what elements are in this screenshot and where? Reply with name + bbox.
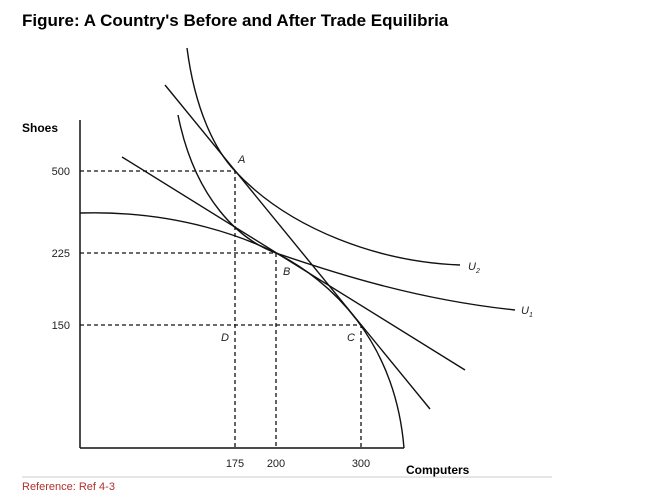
point-label: A — [237, 154, 245, 166]
curve-label-main: U — [468, 261, 476, 273]
price-line — [164, 84, 431, 410]
price-line — [121, 156, 466, 371]
point-label: D — [221, 332, 229, 344]
y-tick-label: 225 — [52, 248, 70, 260]
indifference-curve — [177, 114, 516, 311]
point-label: B — [283, 266, 290, 278]
curve-label: U2 — [468, 261, 480, 275]
curve-label: U1 — [521, 305, 533, 319]
guide-line — [80, 252, 277, 448]
x-tick-label: 200 — [267, 458, 285, 470]
indifference-curve — [186, 47, 461, 266]
y-tick-label: 150 — [52, 320, 70, 332]
x-tick-label: 175 — [226, 458, 244, 470]
curve-label-main: U — [521, 305, 529, 317]
production-frontier — [79, 212, 405, 449]
y-tick-label: 500 — [52, 166, 70, 178]
curve-label-sub: 2 — [475, 268, 480, 275]
y-axis-label: Shoes — [22, 121, 58, 135]
reference: Reference: Ref 4-3 — [22, 481, 115, 493]
point-label: C — [347, 332, 355, 344]
curve-label-sub: 1 — [529, 312, 533, 319]
title: Figure: A Country's Before and After Tra… — [22, 11, 449, 30]
x-tick-label: 300 — [352, 458, 370, 470]
x-axis-label: Computers — [406, 463, 470, 477]
